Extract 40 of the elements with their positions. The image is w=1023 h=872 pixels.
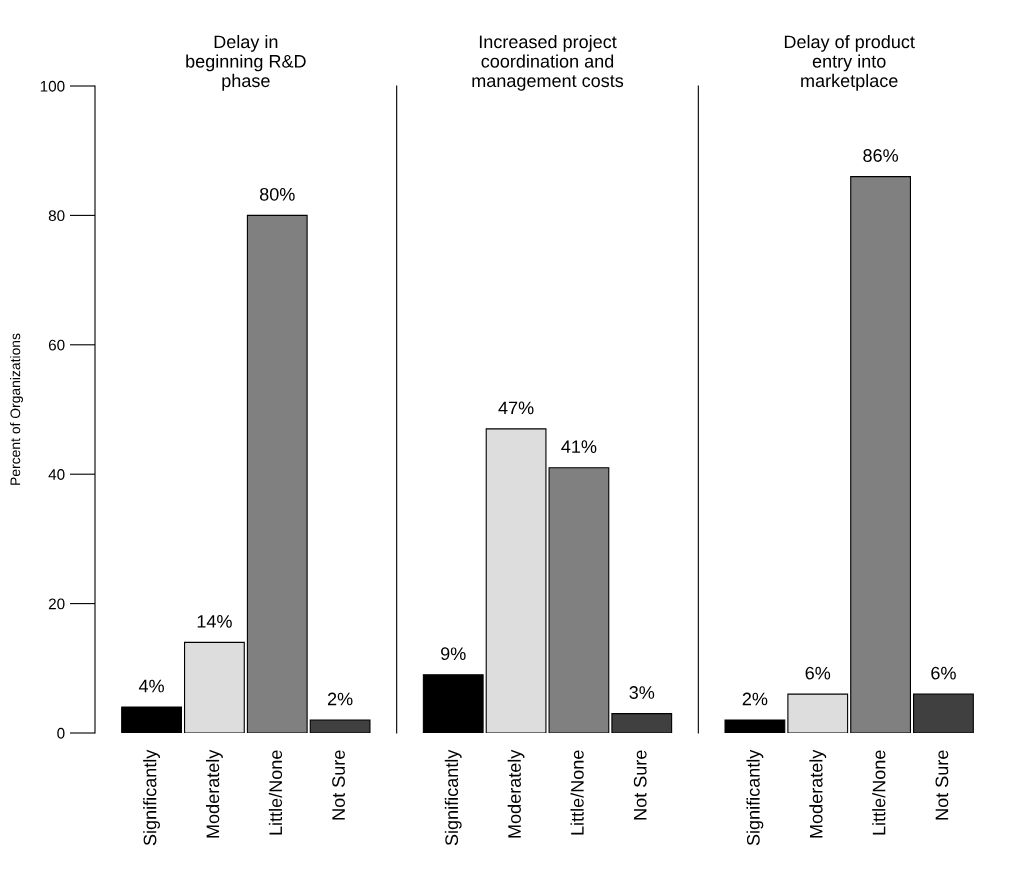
x-tick-label: Moderately xyxy=(809,749,827,838)
y-axis-title: Percent of Organizations xyxy=(10,333,23,485)
chart-title: Increased project coordination and management costs xyxy=(472,34,624,91)
x-tick-label: Little/None xyxy=(268,750,283,835)
y-tick-label: 100 xyxy=(40,80,65,92)
bar xyxy=(121,706,182,733)
bar xyxy=(184,641,245,733)
chart-title: Delay of product entry into marketplace xyxy=(784,34,915,91)
data-label: 3% xyxy=(629,686,655,699)
x-tick-label: Significantly xyxy=(444,749,462,846)
x-tick-label: Not Sure xyxy=(935,750,949,820)
x-tick-label: Moderately xyxy=(205,749,223,838)
data-label: 6% xyxy=(805,666,831,680)
y-tick-label: 60 xyxy=(48,339,65,351)
bar xyxy=(246,214,308,733)
y-tick-label: 40 xyxy=(48,469,65,480)
x-tick-label: Moderately xyxy=(507,749,525,838)
data-label: 2% xyxy=(327,692,353,706)
data-label: 9% xyxy=(441,647,466,661)
x-tick-label: Not Sure xyxy=(633,750,647,820)
bar xyxy=(422,674,484,733)
x-tick-label: Not Sure xyxy=(332,750,345,820)
data-label: 86% xyxy=(863,149,899,162)
chart-title: Delay in beginning R&D phase xyxy=(186,34,306,91)
x-tick-label: Significantly xyxy=(143,749,160,846)
data-label: 2% xyxy=(742,692,768,706)
data-label: 6% xyxy=(931,666,956,680)
bar xyxy=(611,713,673,733)
y-tick-label: 20 xyxy=(48,598,65,610)
data-label: 47% xyxy=(498,401,534,415)
x-tick-label: Little/None xyxy=(872,750,886,835)
x-tick-label: Significantly xyxy=(746,749,764,846)
y-tick-label: 0 xyxy=(57,727,65,739)
data-label: 14% xyxy=(197,615,232,628)
data-label: 80% xyxy=(259,187,295,201)
x-tick-label: Little/None xyxy=(570,750,584,835)
data-label: 41% xyxy=(561,440,597,453)
bar xyxy=(309,719,371,733)
data-label: 4% xyxy=(138,679,164,693)
y-tick-label: 80 xyxy=(48,210,65,222)
